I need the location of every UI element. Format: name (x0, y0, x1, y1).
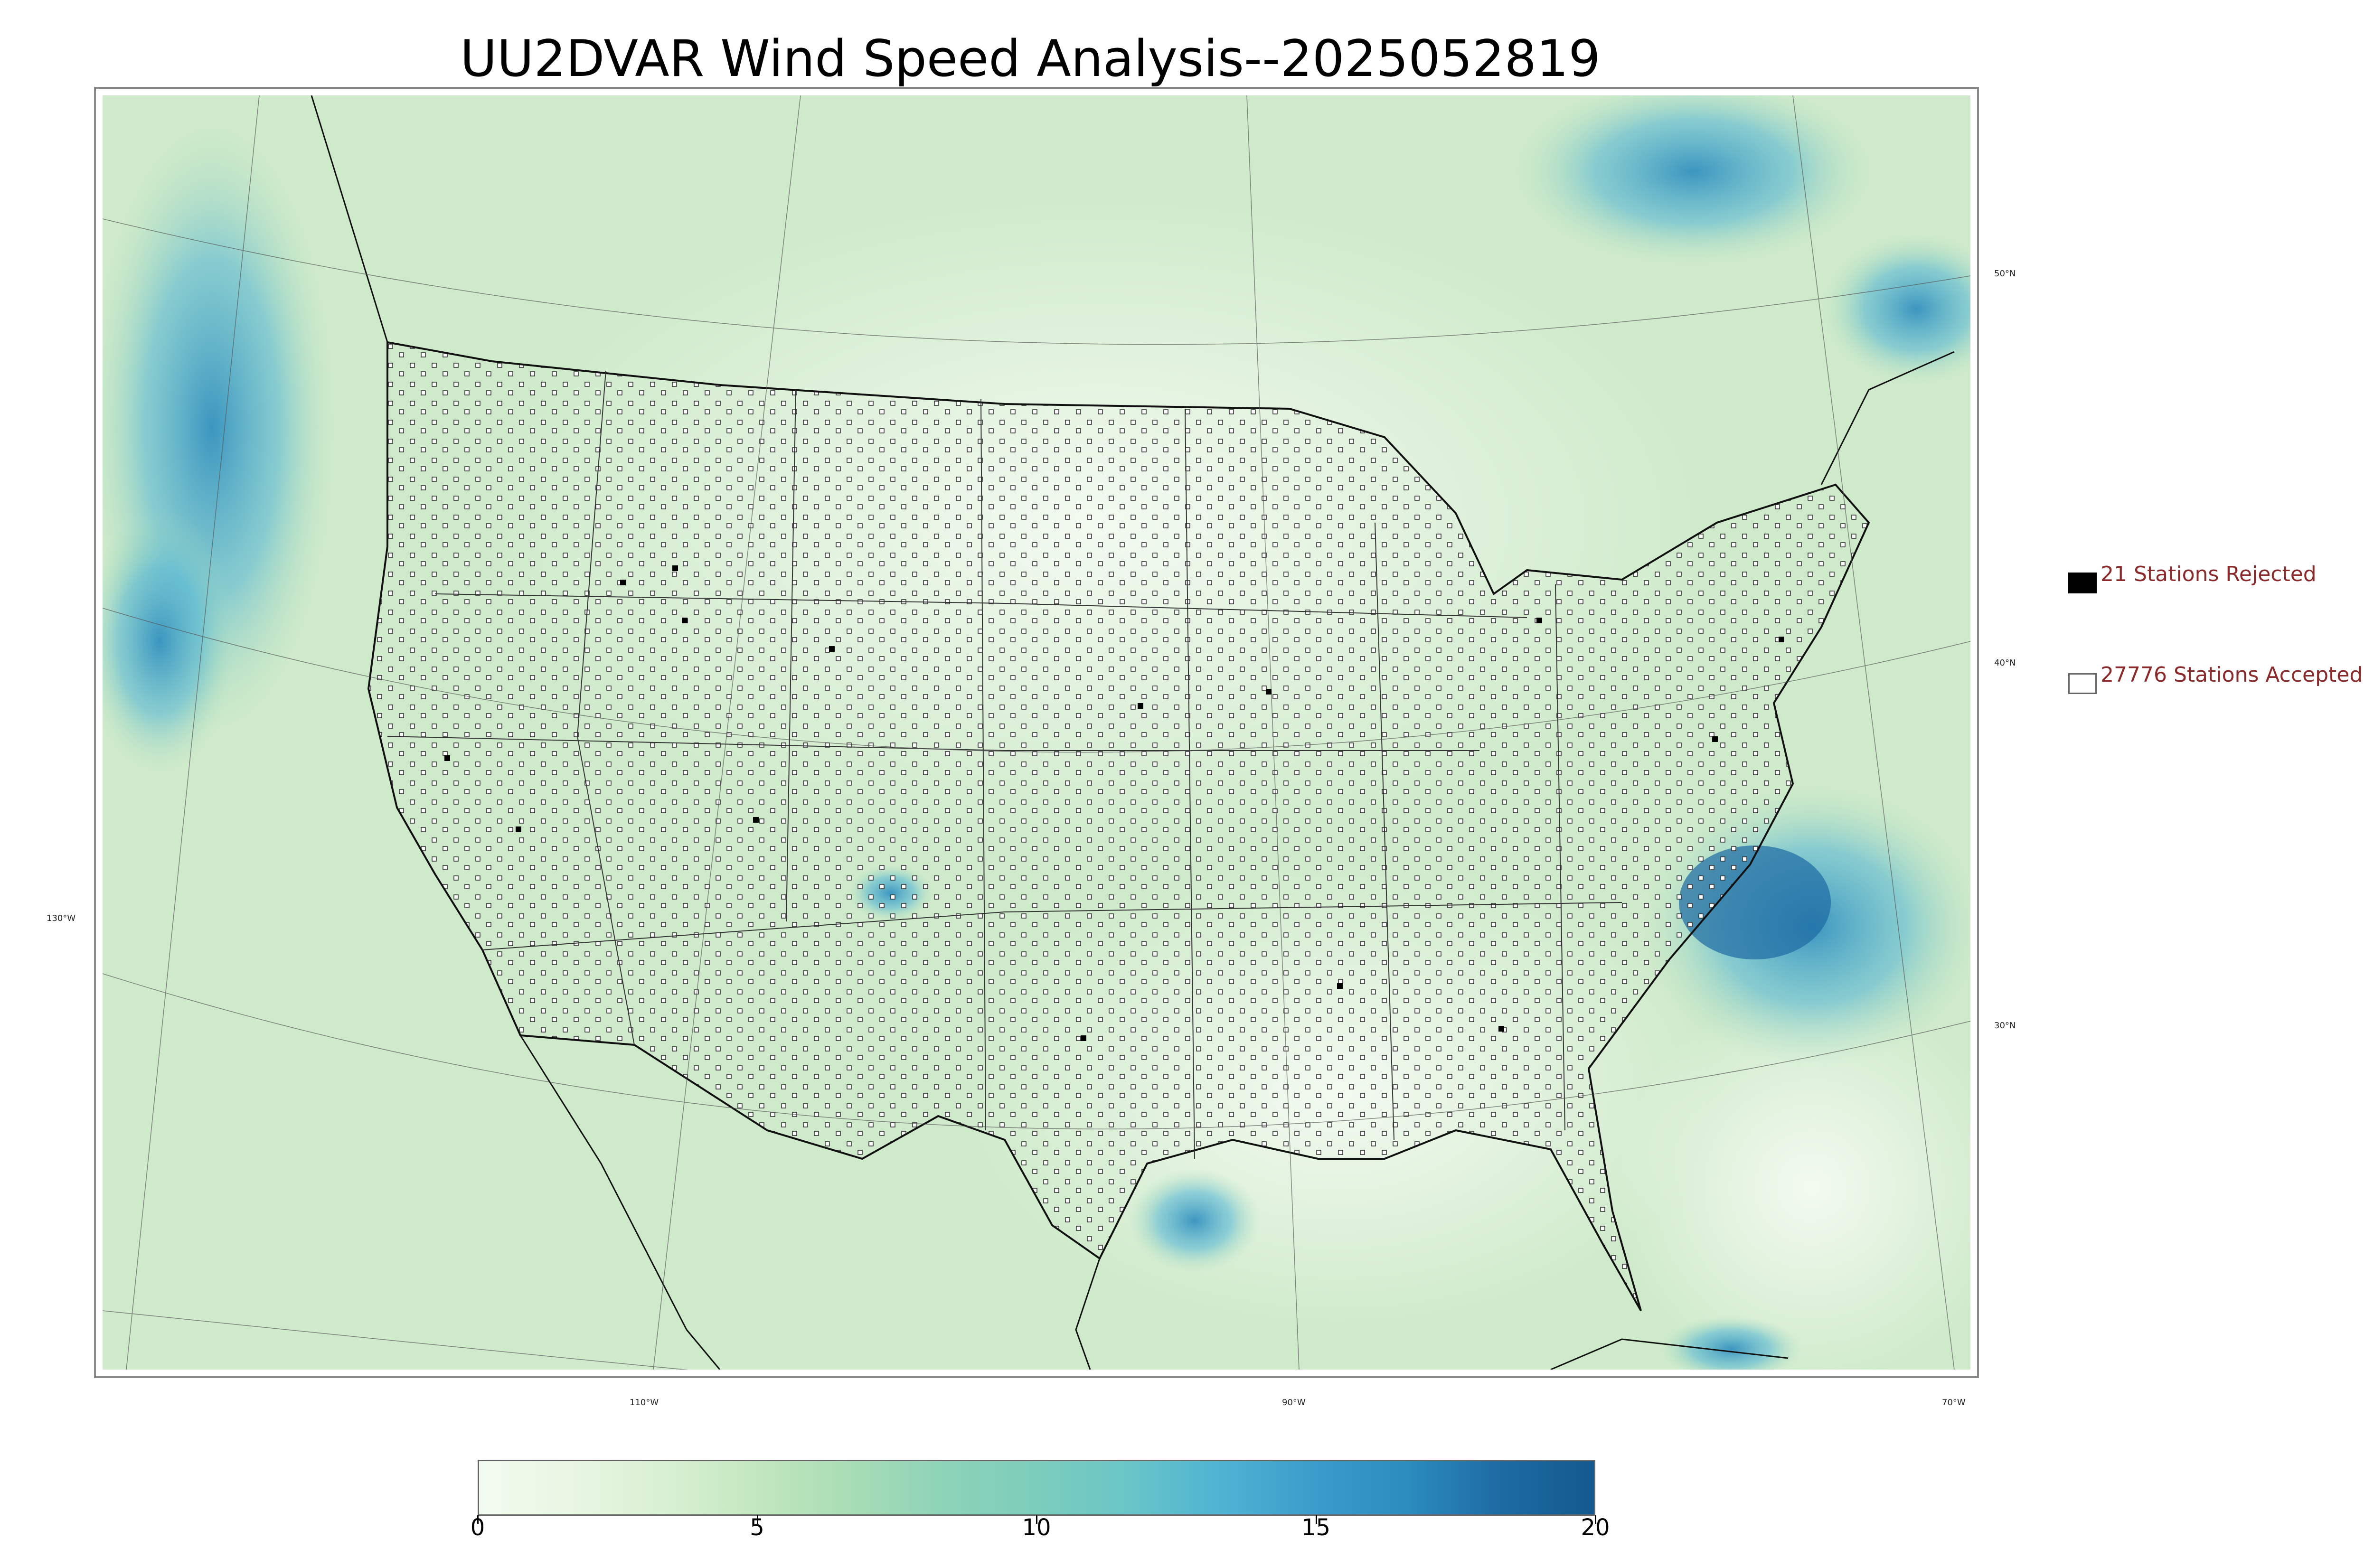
lat-label-50: 50°N (1994, 269, 2016, 279)
high-wind-hudson (1513, 95, 1874, 266)
colorbar (478, 1460, 1595, 1516)
high-wind-pacific (103, 508, 236, 774)
graticule (103, 95, 1970, 1370)
rejected-stations (444, 565, 1784, 1041)
high-wind-labrador (1821, 233, 1970, 385)
colorbar-tick (756, 1515, 758, 1524)
lon-label-130: 130°W (47, 913, 76, 923)
lon-label-90: 90°W (1282, 1398, 1306, 1408)
coastline (519, 1035, 721, 1370)
colorbar-tick (1595, 1515, 1596, 1524)
coastline (1075, 1258, 1101, 1370)
map-panel[interactable] (94, 87, 1979, 1378)
coastline (1550, 1338, 1789, 1370)
rejected-swatch (2068, 573, 2097, 593)
lat-label-30: 30°N (1994, 1021, 2016, 1031)
wind-field-patch (1612, 988, 1970, 1370)
coastline (1820, 351, 1955, 485)
high-wind-gulf (1128, 1168, 1261, 1273)
colorbar-tick-label: 15 (1301, 1514, 1331, 1541)
colorbar-tick-label: 20 (1581, 1514, 1610, 1541)
accepted-swatch (2068, 673, 2097, 694)
coastline (311, 95, 388, 343)
colorbar-tick (1315, 1515, 1317, 1524)
legend-accepted-label: 27776 Stations Accepted (2101, 663, 2363, 687)
colorbar-tick (1036, 1515, 1037, 1524)
wind-speed-map[interactable] (103, 95, 1970, 1370)
lon-label-70: 70°W (1942, 1398, 1966, 1408)
colorbar-tick-label: 5 (750, 1514, 764, 1541)
chart-title: UU2DVAR Wind Speed Analysis--2025052819 (460, 29, 1601, 88)
colorbar-tick-label: 10 (1022, 1514, 1051, 1541)
lon-label-110: 110°W (630, 1398, 659, 1408)
coastline (367, 341, 1870, 1311)
colorbar-tick (477, 1515, 479, 1524)
state-boundaries (387, 370, 1622, 1159)
colorbar-tick-label: 0 (470, 1514, 485, 1541)
lat-label-40: 40°N (1994, 658, 2016, 668)
legend-rejected-label: 21 Stations Rejected (2101, 562, 2317, 586)
